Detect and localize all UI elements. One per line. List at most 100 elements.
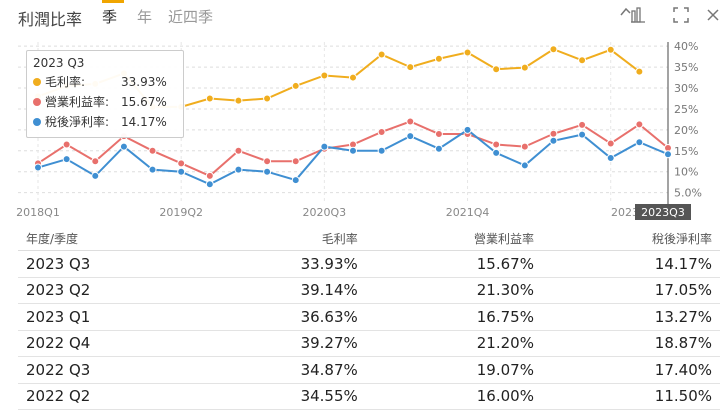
cell-period: 2023 Q3	[18, 250, 175, 278]
tab-year[interactable]: 年	[137, 8, 153, 26]
operating-data-point	[406, 117, 415, 126]
column-header-gross: 毛利率	[174, 226, 366, 251]
tooltip-row-operating: 營業利益率: 15.67%	[33, 94, 167, 110]
y-tick-label: 10%	[674, 166, 698, 179]
cell-operating: 15.67%	[365, 250, 542, 278]
operating-data-point	[205, 171, 214, 180]
cell-gross: 34.87%	[174, 356, 366, 384]
net-data-point	[492, 148, 501, 157]
operating-data-point	[62, 140, 71, 149]
x-tick-label: 2019Q2	[159, 206, 203, 219]
cell-period: 2023 Q2	[18, 277, 175, 304]
close-icon[interactable]	[706, 6, 720, 28]
gross-data-point	[349, 73, 357, 82]
gross-data-point	[234, 96, 243, 105]
x-tick-label: 2020Q3	[303, 206, 347, 219]
net-legend-dot	[33, 117, 41, 126]
table-row: 2023 Q1 36.63% 16.75% 13.27%	[18, 303, 720, 331]
tooltip-operating-label: 營業利益率:	[45, 95, 110, 109]
net-data-point	[205, 180, 214, 189]
net-data-point	[291, 176, 300, 185]
operating-data-point	[434, 130, 443, 139]
gross-data-point	[578, 56, 587, 65]
net-data-point	[406, 132, 415, 141]
net-data-point	[434, 144, 443, 153]
y-tick-label: 20%	[674, 124, 698, 137]
cell-gross: 34.55%	[174, 383, 366, 410]
cell-net: 11.50%	[541, 383, 720, 410]
net-data-point	[148, 165, 157, 174]
fullscreen-icon[interactable]	[672, 6, 690, 28]
net-data-point	[635, 138, 644, 147]
cell-period: 2023 Q1	[18, 303, 175, 331]
net-data-point	[119, 142, 128, 151]
net-data-point	[263, 167, 272, 176]
cell-net: 18.87%	[541, 330, 720, 357]
x-tick-label: 2018Q1	[16, 206, 60, 219]
net-data-point	[578, 130, 587, 139]
chart-tooltip: 2023 Q3 毛利率: 33.93% 營業利益率: 15.67% 稅後淨利率: 14…	[26, 50, 184, 138]
column-header-period: 年度/季度	[18, 226, 175, 251]
y-tick-label: 40%	[674, 40, 698, 53]
tooltip-net-value: 14.17%	[121, 115, 167, 129]
panel-title: 利潤比率	[18, 10, 83, 29]
net-data-point	[91, 171, 100, 180]
cell-net: 17.05%	[541, 277, 720, 304]
column-header-operating: 營業利益率	[365, 226, 542, 251]
x-tick-highlight	[635, 204, 691, 220]
cell-period: 2022 Q4	[18, 330, 175, 357]
table-header-row: 年度/季度 毛利率 營業利益率 稅後淨利率	[18, 226, 720, 251]
net-data-point	[463, 125, 472, 134]
gross-data-point	[549, 45, 558, 54]
tooltip-title: 2023 Q3	[33, 56, 85, 70]
tab-quarter[interactable]: 季	[102, 8, 118, 26]
gross-data-point	[291, 81, 300, 90]
gross-data-point	[263, 94, 272, 103]
gross-data-point	[492, 65, 501, 74]
net-data-point	[320, 142, 329, 151]
tooltip-operating-value: 15.67%	[121, 95, 167, 109]
gross-data-point	[377, 50, 386, 59]
cell-operating: 19.07%	[365, 356, 542, 384]
operating-data-point	[492, 140, 501, 149]
cell-period: 2022 Q2	[18, 383, 175, 410]
gross-data-point	[320, 71, 329, 80]
net-data-point	[520, 161, 529, 170]
cell-period: 2022 Q3	[18, 356, 175, 384]
net-data-point	[606, 154, 615, 163]
operating-data-point	[520, 142, 529, 151]
column-header-net: 稅後淨利率	[541, 226, 720, 251]
net-data-point	[664, 150, 672, 159]
bar-chart-icon[interactable]	[620, 6, 646, 28]
operating-data-point	[635, 120, 644, 129]
x-tick-label: 2021Q4	[446, 206, 490, 219]
operating-legend-dot	[33, 97, 41, 106]
operating-data-point	[291, 157, 300, 166]
cell-operating: 21.20%	[365, 330, 542, 357]
net-series-line	[37, 128, 669, 186]
table-row: 2023 Q3 33.93% 15.67% 14.17%	[18, 250, 720, 278]
operating-data-point	[549, 129, 558, 138]
cell-gross: 36.63%	[174, 303, 366, 331]
cell-operating: 21.30%	[365, 277, 542, 304]
gross-data-point	[463, 48, 472, 57]
y-tick-label: 5.0%	[674, 187, 702, 200]
operating-data-point	[578, 120, 587, 129]
gross-data-point	[406, 63, 415, 72]
tab-last-four-quarters[interactable]: 近四季	[168, 8, 214, 26]
net-data-point	[349, 146, 357, 155]
y-tick-label: 25%	[674, 103, 698, 116]
cell-gross: 39.14%	[174, 277, 366, 304]
tooltip-gross-label: 毛利率:	[45, 75, 86, 89]
net-data-point	[177, 167, 186, 176]
net-data-point	[62, 155, 71, 164]
operating-data-point	[177, 159, 186, 168]
cell-gross: 33.93%	[174, 250, 366, 278]
net-data-point	[377, 146, 386, 155]
active-tab-indicator	[102, 0, 124, 3]
gross-data-point	[520, 63, 529, 72]
gross-data-point	[635, 67, 644, 76]
net-data-point	[234, 165, 243, 174]
x-tick-label: 2023Q3	[641, 206, 685, 219]
gross-legend-dot	[33, 77, 41, 86]
